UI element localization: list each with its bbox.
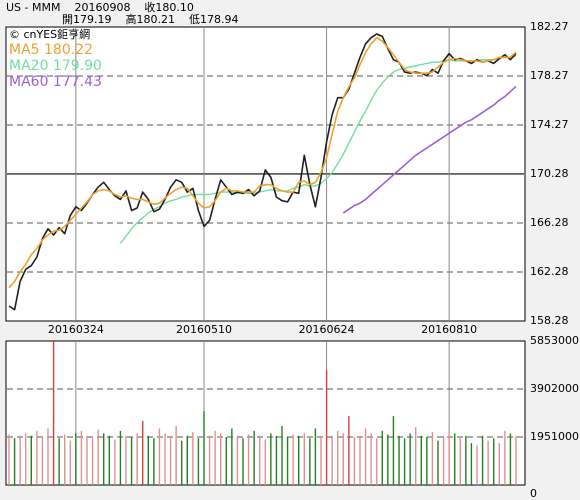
price-x-tick-label: 20160624 bbox=[298, 323, 355, 336]
price-y-tick-label: 170.28 bbox=[530, 166, 569, 180]
price-x-tick-label: 20160510 bbox=[176, 323, 232, 336]
price-x-tick-label: 20160324 bbox=[47, 323, 104, 336]
price-y-tick-label: 162.28 bbox=[530, 264, 569, 278]
legend-ma5: MA5 180.22 bbox=[9, 42, 93, 58]
price-x-tick-label: 20160810 bbox=[421, 323, 478, 336]
price-y-tick-label: 174.27 bbox=[530, 118, 569, 132]
volume-layer bbox=[8, 341, 517, 485]
watermark-text: © cnYES鉅亨網 bbox=[9, 28, 91, 41]
volume-y-tick-label: 3902000 bbox=[530, 382, 579, 395]
series-line-ma5 bbox=[8, 36, 517, 289]
series-line-ma60 bbox=[342, 85, 517, 214]
grid-layer bbox=[7, 27, 524, 485]
price-y-tick-label: 178.27 bbox=[530, 69, 569, 83]
price-y-tick-label: 182.27 bbox=[530, 20, 569, 33]
price-y-tick-label: 158.28 bbox=[530, 314, 569, 327]
legend-ma60: MA60 177.43 bbox=[9, 74, 102, 90]
quote-header-line1: US - MMM 20160908 收180.10 bbox=[6, 1, 194, 14]
volume-y-tick-label: 1951000 bbox=[530, 430, 579, 443]
price-y-tick-label: 166.28 bbox=[530, 215, 569, 229]
legend-ma20: MA20 179.90 bbox=[9, 58, 102, 74]
quote-header-line2: 開179.19 高180.21 低178.94 bbox=[62, 13, 239, 26]
volume-y-tick-label: 0 bbox=[530, 487, 537, 500]
volume-y-tick-label: 5853000 bbox=[530, 334, 579, 347]
line-layer bbox=[8, 33, 517, 311]
